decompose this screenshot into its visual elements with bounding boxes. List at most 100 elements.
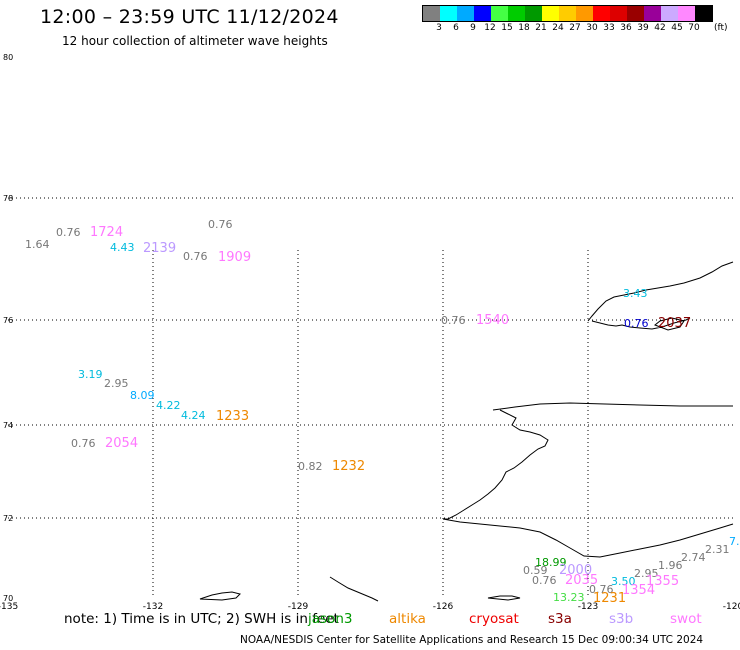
- wave-height-value: 1.96: [658, 559, 683, 572]
- latitude-label: 74: [3, 421, 13, 430]
- wave-height-value: 0.59: [523, 564, 548, 577]
- wave-height-value: 4.24: [181, 409, 206, 422]
- legend-label: 9: [470, 23, 476, 33]
- wave-height-value: 4.43: [110, 241, 135, 254]
- longitude-label: -126: [433, 602, 454, 612]
- wave-height-value: 3.50: [611, 575, 636, 588]
- wave-height-value: 0.82: [298, 460, 323, 473]
- note-line: note: 1) Time is in UTC; 2) SWH is in fe…: [64, 611, 740, 629]
- legend-swatch: [559, 6, 576, 21]
- latitude-label: 80: [3, 53, 13, 62]
- legend-labels: 3 6 9 12 15 18 21 24 27 30 33 36 39 42 45 70 (ft): [422, 23, 740, 35]
- legend-unit: (ft): [714, 23, 728, 33]
- longitude-label: -135: [0, 602, 18, 612]
- wave-height-value: 2037: [658, 316, 691, 331]
- satellite-label-altika: altika: [389, 611, 426, 627]
- wave-height-value: 0.76: [624, 317, 649, 330]
- legend-swatch: [474, 6, 491, 21]
- legend-label: 15: [501, 23, 513, 33]
- legend-label: 70: [688, 23, 700, 33]
- wave-height-value: 1354: [622, 583, 655, 598]
- latitude-label: 72: [3, 514, 13, 523]
- wave-height-value: 3.43: [623, 287, 648, 300]
- longitude-label: -132: [143, 602, 163, 612]
- wave-height-value: 3.19: [78, 368, 103, 381]
- coastline-island-group: [591, 317, 691, 331]
- legend-label: 6: [453, 23, 459, 33]
- wave-height-value: 2.95: [634, 567, 659, 580]
- legend-swatch: [525, 6, 542, 21]
- coastline-mackenzie-delta: [443, 409, 549, 520]
- legend-label: 33: [603, 23, 615, 33]
- legend-swatch: [423, 6, 440, 21]
- wave-height-value: 0.76: [532, 574, 557, 587]
- legend-label: 18: [518, 23, 530, 33]
- legend-swatch: [627, 6, 644, 21]
- legend-swatch: [542, 6, 559, 21]
- legend-swatch: [695, 6, 712, 21]
- wave-height-value: 13.23: [553, 591, 585, 604]
- wave-height-value: 2035: [565, 573, 598, 588]
- wave-height-value: 4.22: [156, 399, 181, 412]
- wave-height-value: 0.76: [56, 226, 81, 239]
- legend-label: 42: [654, 23, 666, 33]
- wave-height-value: 1232: [332, 459, 365, 474]
- wave-height-value: 2000: [559, 563, 592, 578]
- credit-line: NOAA/NESDIS Center for Satellite Applica…: [240, 634, 704, 646]
- legend-swatch: [593, 6, 610, 21]
- legend-label: 36: [620, 23, 632, 33]
- wave-height-value: 2.95: [104, 377, 129, 390]
- legend-swatch: [491, 6, 508, 21]
- longitude-label: -120: [723, 602, 740, 612]
- coastline-banks-island: [587, 261, 734, 322]
- wave-height-value: 2139: [143, 241, 176, 256]
- legend-label: 12: [484, 23, 496, 33]
- longitude-label: -123: [578, 602, 598, 612]
- chart-subtitle: 12 hour collection of altimeter wave hei…: [62, 34, 328, 48]
- wave-height-value: 1909: [218, 250, 251, 265]
- legend-swatch: [644, 6, 661, 21]
- color-scale-legend: 3 6 9 12 15 18 21 24 27 30 33 36 39 42 45 70 (ft): [422, 5, 728, 33]
- wave-height-value: 1540: [476, 313, 509, 328]
- wave-height-value: 0.76: [441, 314, 466, 327]
- legend-label: 21: [535, 23, 547, 33]
- satellite-label-swot: swot: [670, 611, 702, 627]
- latitude-label: 78: [3, 194, 13, 203]
- coastline-beaufort-shore: [442, 518, 734, 558]
- wave-height-value: 2.74: [681, 551, 706, 564]
- legend-label: 45: [671, 23, 683, 33]
- latitude-label: 70: [3, 594, 13, 603]
- legend-swatches: [422, 5, 713, 22]
- legend-swatch: [508, 6, 525, 21]
- wave-height-value: 0.76: [589, 583, 614, 596]
- coastline-alaska-fragments: [199, 576, 521, 602]
- wave-height-value: 0.76: [208, 218, 233, 231]
- legend-label: 39: [637, 23, 649, 33]
- wave-height-value: 0.76: [71, 437, 96, 450]
- chart-title: 12:00 – 23:59 UTC 11/12/2024: [40, 6, 339, 28]
- wave-height-value: 1724: [90, 225, 123, 240]
- legend-swatch: [440, 6, 457, 21]
- legend-swatch: [678, 6, 695, 21]
- latitude-label: 76: [3, 316, 13, 325]
- legend-swatch: [661, 6, 678, 21]
- legend-label: 24: [552, 23, 564, 33]
- legend-label: 30: [586, 23, 598, 33]
- satellite-label-cryosat: cryosat: [469, 611, 519, 627]
- satellite-label-s3a: s3a: [548, 611, 572, 627]
- coastline-channel: [492, 402, 733, 411]
- wave-height-value: 7.: [729, 535, 740, 548]
- note-text: note: 1) Time is in UTC; 2) SWH is in fe…: [64, 611, 339, 627]
- wave-height-value: 1233: [216, 409, 249, 424]
- wave-height-value: 2054: [105, 436, 138, 451]
- satellite-label-jason3: jason3: [308, 611, 353, 627]
- wave-height-value: 2.31: [705, 543, 730, 556]
- satellite-label-s3b: s3b: [609, 611, 634, 627]
- longitude-label: -129: [288, 602, 309, 612]
- wave-height-value: 18.99: [535, 556, 567, 569]
- wave-height-value: 0.76: [183, 250, 208, 263]
- legend-swatch: [457, 6, 474, 21]
- wave-height-value: 1.64: [25, 238, 50, 251]
- legend-label: 27: [569, 23, 581, 33]
